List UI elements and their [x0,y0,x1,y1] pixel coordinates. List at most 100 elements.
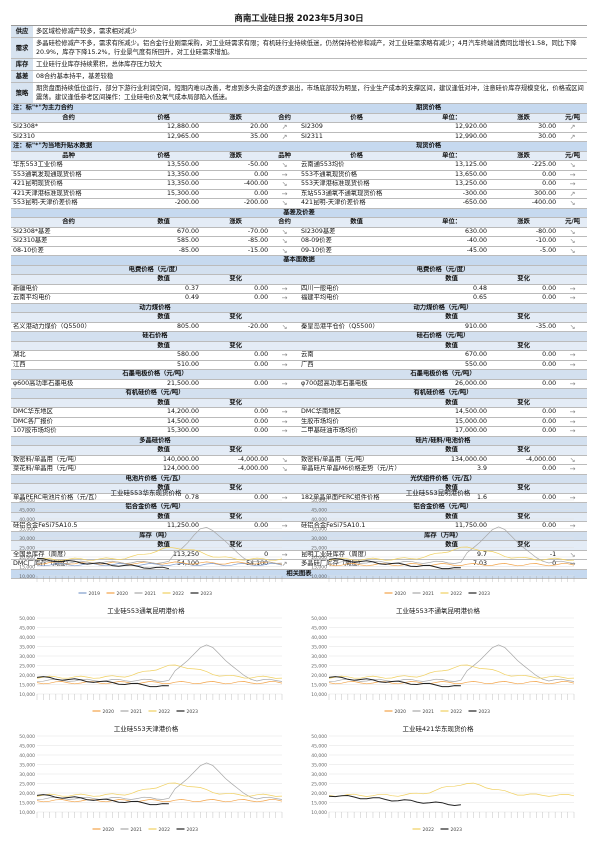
column-header-row: 数值 变化 数值 变化 [11,512,587,522]
table-cell: -4,000.00 [201,455,271,465]
column-header: 变化 [489,341,559,351]
y-tick-label: 40,000 [311,635,327,641]
table-cell: 580.00 [126,350,202,361]
table-cell: 湖北 [11,350,127,361]
y-tick-label: 20,000 [19,791,35,797]
table-cell: 0.00 [489,293,559,304]
column-header-row: 数值 变化 数值 变化 [11,398,587,408]
trend-arrow-icon: ↗ [558,189,587,199]
trend-arrow-icon: ↗ [558,132,587,142]
y-tick-label: 20,000 [311,673,327,679]
column-header [11,341,127,351]
column-header [11,445,127,456]
legend-label: 2023 [479,591,491,597]
column-header: 涨跌 [489,151,559,161]
y-tick-label: 10,000 [311,810,327,816]
y-tick-label: 45,000 [19,508,35,514]
column-header: 变化 [489,274,559,285]
table-cell: 0.00 [489,521,559,532]
column-header [270,341,299,351]
data-row: 云南平均电价 0.49 0.00 → 福建平均电价 0.65 0.00 → [11,293,587,304]
y-tick-label: 15,000 [311,565,327,571]
spot-table: 注：标"*"为当地升贴水数据 现货价格 品种 价格 涨跌 品种 价格 单位： 涨跌 元/吨 华东55… [11,142,587,209]
table-cell: 0.00 [201,350,271,361]
y-tick-label: 40,000 [19,517,35,523]
table-cell: 0.00 [201,521,271,532]
series-line [36,563,283,567]
data-row: DMC各厂报价 14,500.00 0.00 → 生胶市场均价 15,000.00 0.00… [11,417,587,427]
table-cell: 0.37 [126,284,202,294]
table-cell: 0.00 [201,379,271,389]
y-tick-label: 30,000 [19,654,35,660]
column-header [298,512,415,522]
group-title-row: 有机硅价格（元/吨） 有机硅价格（元/吨） [11,388,587,399]
table-cell: 13,650.00 [414,170,490,180]
column-header [558,540,587,551]
table-cell: 3.9 [414,464,490,475]
column-header [298,445,415,456]
trend-arrow-icon: ↘ [270,179,299,190]
section-note: 注：标"*"为当地升贴水数据 [11,142,271,152]
column-header: 数值 [414,274,490,285]
series-line [328,676,461,688]
chart-title: 工业硅553不通氧昆明港价格 [396,607,480,615]
table-cell: 0.78 [126,493,202,503]
column-header: 涨跌 [201,151,271,161]
table-row: 553昆明-天津价差价格 -200.00 -200.00 ↘ 421昆明-天津价差价格 -… [11,198,587,209]
y-tick-label: 50,000 [19,734,35,740]
legend-label: 2022 [159,709,171,715]
column-header-row: 数值 变化 数值 变化 [11,483,587,494]
group-title: 电池片价格（元/瓦） [11,474,299,484]
table-cell: SI2308* [11,122,127,133]
data-row: 107胶市场均价 15,300.00 0.00 → 二甲基硅油市场均价 17,000.00… [11,426,587,437]
y-tick-label: 15,000 [311,801,327,807]
table-cell: 12,880.00 [126,122,202,133]
info-row: 需求 多晶硅检修减产不多，需求有所减少。铝合金行业刚需采购，对工业硅需求有限；有机… [11,37,587,59]
data-row: 菜花料/单晶用（元/吨） 124,000.00 -4,000.00 ↘ 单晶硅片单晶M6… [11,464,587,475]
data-row: φ600高功率石墨电极 21,500.00 0.00 → φ700超高功率石墨电极 26,… [11,379,587,389]
column-header: 价格 [298,113,415,123]
y-tick-label: 45,000 [311,508,327,514]
column-header [11,540,127,551]
y-tick-label: 25,000 [19,546,35,552]
column-header [270,540,299,551]
y-tick-label: 15,000 [19,565,35,571]
series-line [328,563,575,567]
column-header: 数值 [126,483,202,494]
y-tick-label: 45,000 [19,744,35,750]
table-cell: 0.00 [489,493,559,503]
trend-arrow-icon: → [270,426,299,437]
trend-arrow-icon: → [270,407,299,418]
series-line [36,561,283,565]
group-title-row: 电池片价格（元/瓦） 光伏组件价格（元/瓦） [11,474,587,484]
legend-label: 2022 [159,827,171,833]
table-cell: -85.00 [201,236,271,247]
info-text: 工业硅行业库存持续累积，总体库存压力较大 [33,58,587,71]
column-header [11,274,127,285]
legend-label: 2023 [187,709,199,715]
table-cell: SI2310基差 [11,236,127,247]
table-row: 421天津港标准现货价格 15,300.00 0.00 → 东站553通氧不通氧现货价格… [11,189,587,199]
group-title: 石墨电极价格（元/吨） [11,369,299,380]
table-cell: -4,000.00 [201,464,271,475]
table-cell: 12,965.00 [126,132,202,142]
y-tick-label: 15,000 [19,801,35,807]
legend-label: 2021 [423,709,435,715]
section-header: 基本面数据 [11,256,587,266]
group-title: 石墨电极价格（元/吨） [298,369,587,380]
trend-arrow-icon: → [270,417,299,427]
trend-arrow-icon: → [270,170,299,180]
y-tick-label: 35,000 [311,645,327,651]
table-cell: 0.00 [489,179,559,190]
column-header: 涨跌 [201,113,271,123]
column-header [558,274,587,285]
column-header-row: 数值 变化 数值 变化 [11,341,587,351]
column-header: 价格 [298,151,415,161]
group-title: 硅石价格 [11,331,299,342]
table-cell: 13,350.00 [126,170,202,180]
group-title-row: 动力煤价格 动力煤价格（元/吨） [11,303,587,313]
basis-table: 基差及价差 合约 数值 涨跌 合约 数值 单位： 涨跌 元/吨 SI2308*基差 670.00 -7… [11,208,587,257]
trend-arrow-icon: ↘ [270,455,299,465]
table-cell: 12,990.00 [414,132,490,142]
group-title: 电费价格（元/度） [11,265,299,275]
